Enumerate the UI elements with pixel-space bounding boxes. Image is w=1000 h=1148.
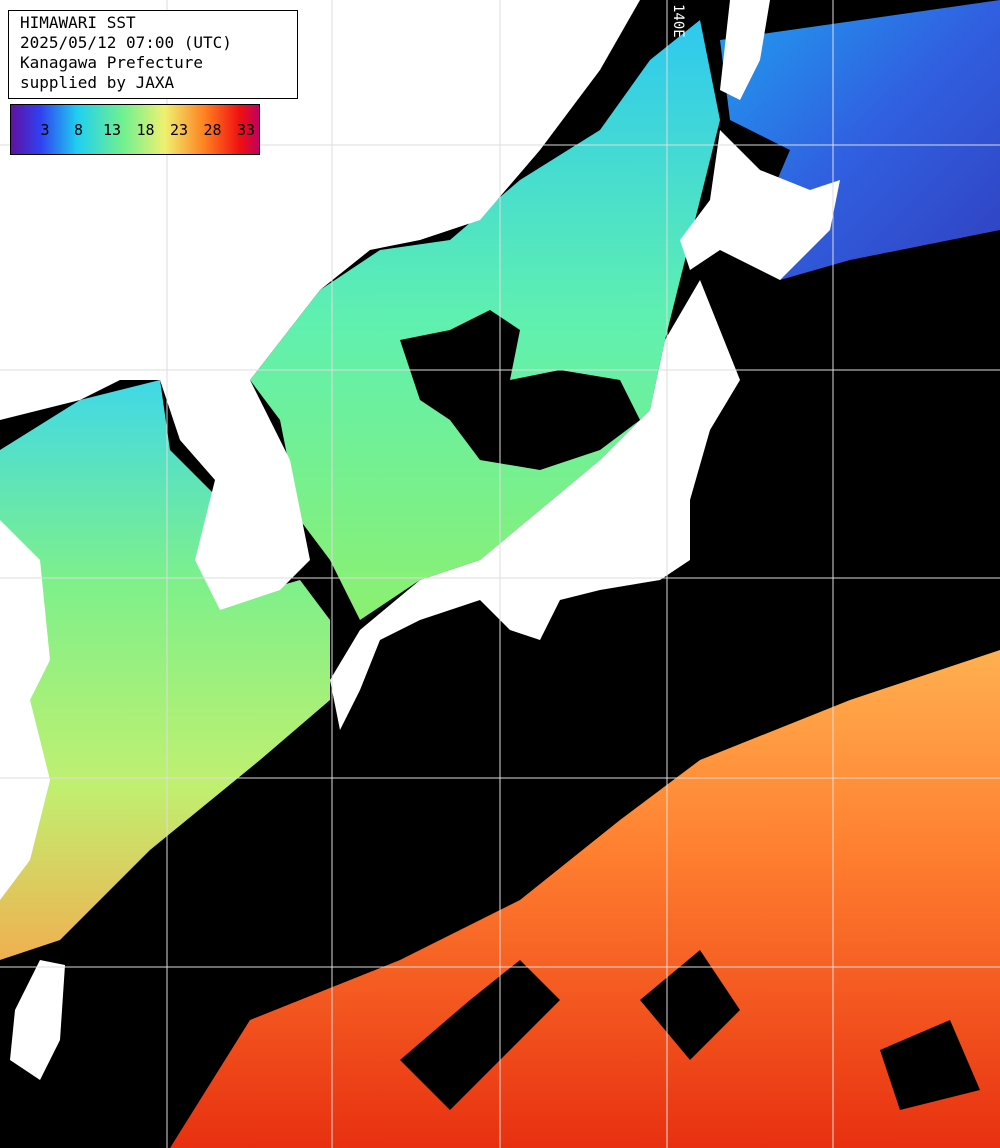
colorbar-tick: 28 <box>203 121 221 139</box>
honshu <box>330 280 740 730</box>
colorbar <box>10 104 260 155</box>
info-box <box>8 10 298 99</box>
taiwan <box>10 960 65 1080</box>
colorbar-tick: 18 <box>136 121 154 139</box>
colorbar-tick: 23 <box>170 121 188 139</box>
colorbar-ticks: 3 8 13 18 23 28 33 <box>40 121 255 139</box>
colorbar-tick: 3 <box>40 121 49 139</box>
cloud <box>400 310 640 470</box>
asia-mainland <box>0 0 640 900</box>
cloud <box>400 950 980 1110</box>
hokkaido <box>680 130 840 280</box>
info-line: Kanagawa Prefecture <box>20 53 203 72</box>
info-line: supplied by JAXA <box>20 73 174 92</box>
kuroshio-region <box>170 650 1000 1148</box>
land <box>0 0 840 1080</box>
sakhalin <box>720 0 770 100</box>
colorbar-tick: 33 <box>237 121 255 139</box>
colorbar-tick: 13 <box>103 121 121 139</box>
info-line: HIMAWARI SST <box>20 13 136 32</box>
info-line: 2025/05/12 07:00 (UTC) <box>20 33 232 52</box>
colorbar-tick: 8 <box>74 121 83 139</box>
lon-label: 140E <box>670 4 686 38</box>
yellow-east-china-sea <box>0 380 330 960</box>
lat-label: 40N <box>4 354 29 370</box>
